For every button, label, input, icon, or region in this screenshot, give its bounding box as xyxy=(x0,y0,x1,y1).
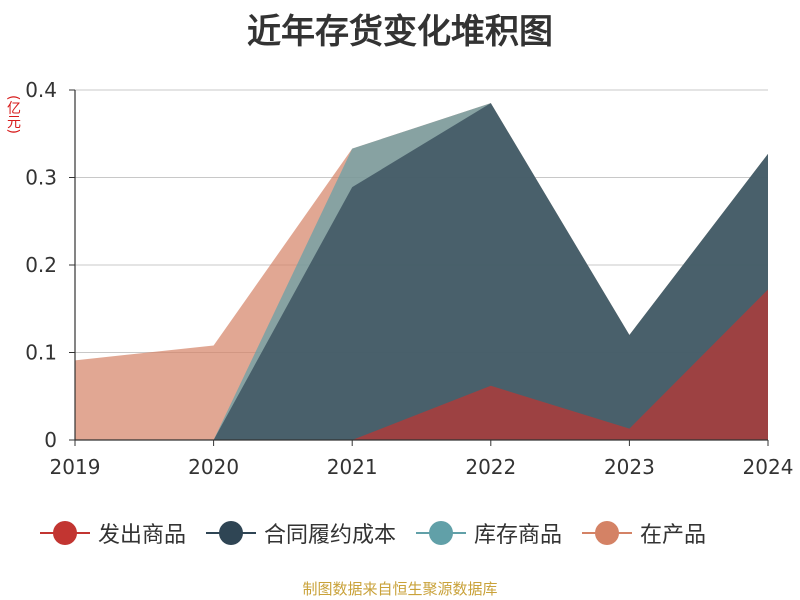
y-tick-label: 0 xyxy=(44,428,57,452)
y-tick-label: 0.4 xyxy=(25,78,57,102)
x-tick-label: 2019 xyxy=(50,455,101,479)
y-tick-label: 0.3 xyxy=(25,166,57,190)
x-tick-label: 2020 xyxy=(188,455,239,479)
area-1 xyxy=(75,103,768,440)
legend-item-0[interactable]: 发出商品 xyxy=(40,517,186,549)
legend-dot xyxy=(219,521,244,545)
legend-label: 发出商品 xyxy=(98,523,187,548)
y-tick-label: 0.1 xyxy=(25,341,57,365)
legend-item-2[interactable]: 库存商品 xyxy=(416,517,562,549)
x-tick-label: 2022 xyxy=(465,455,516,479)
legend-dot xyxy=(53,521,77,545)
legend-marker-3 xyxy=(582,520,633,546)
area-0 xyxy=(75,289,768,440)
legend-label: 库存商品 xyxy=(474,523,563,548)
legend-item-3[interactable]: 在产品 xyxy=(582,517,706,549)
legend-dot xyxy=(429,521,454,545)
tick-labels: 0 0.1 0.2 0.3 0.4 2019 2020 2021 2022 2023 2024 xyxy=(25,78,793,479)
legend: 发出商品 合同履约成本 库存商品 在产品 xyxy=(40,515,800,551)
y-axis-unit-label: (亿元) xyxy=(5,95,21,134)
legend-marker-0 xyxy=(40,520,90,546)
axes xyxy=(69,89,769,446)
x-tick-label: 2021 xyxy=(327,455,378,479)
legend-item-1[interactable]: 合同履约成本 xyxy=(206,517,396,549)
chart-title: 近年存货变化堆积图 xyxy=(247,12,553,52)
x-tick-label: 2023 xyxy=(604,455,655,479)
legend-label: 合同履约成本 xyxy=(264,523,397,548)
x-tick-label: 2024 xyxy=(743,455,794,479)
legend-marker-1 xyxy=(206,520,257,546)
legend-dot xyxy=(595,521,620,545)
series-areas xyxy=(75,103,768,440)
y-tick-label: 0.2 xyxy=(25,253,57,277)
legend-marker-2 xyxy=(416,520,467,546)
data-source-note: 制图数据来自恒生聚源数据库 xyxy=(302,580,498,598)
legend-label: 在产品 xyxy=(640,523,707,548)
